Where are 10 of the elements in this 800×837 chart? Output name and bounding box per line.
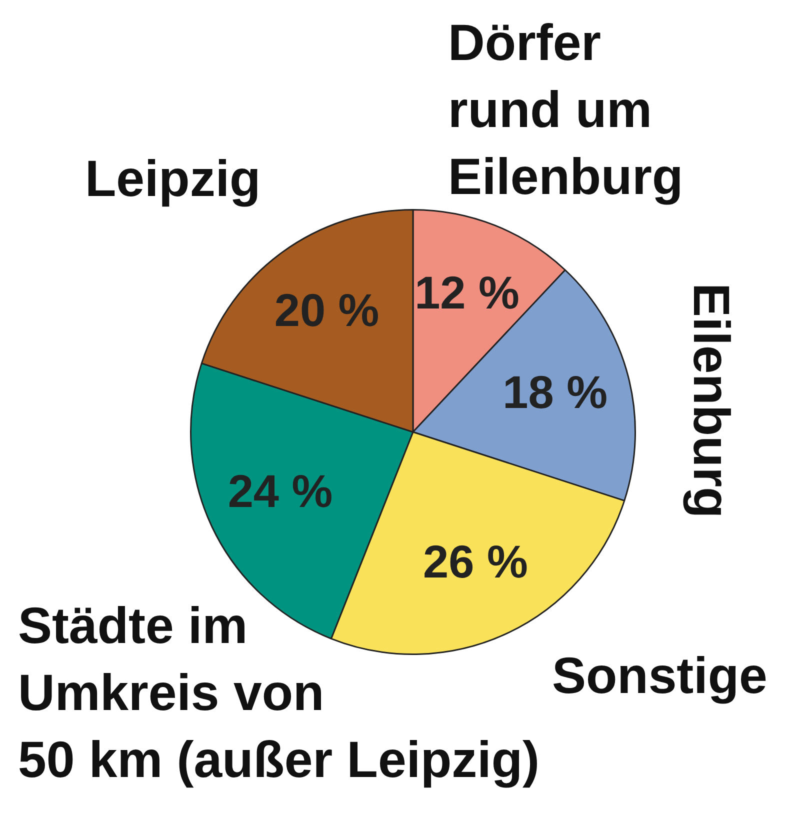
data-label: 12 %: [414, 266, 520, 318]
slice-label: Leipzig: [85, 150, 261, 207]
slice-label: Sonstige: [552, 647, 768, 704]
slice-label: Dörfer rund um Eilenburg: [448, 14, 684, 205]
slice-label: Städte im Umkreis von 50 km (außer Leipzig): [18, 597, 540, 788]
data-label: 18 %: [502, 366, 608, 418]
slice-label: Eilenburg: [683, 283, 740, 518]
data-label: 24 %: [228, 465, 333, 518]
data-label: 26 %: [423, 535, 528, 588]
data-label: 20 %: [274, 284, 380, 336]
